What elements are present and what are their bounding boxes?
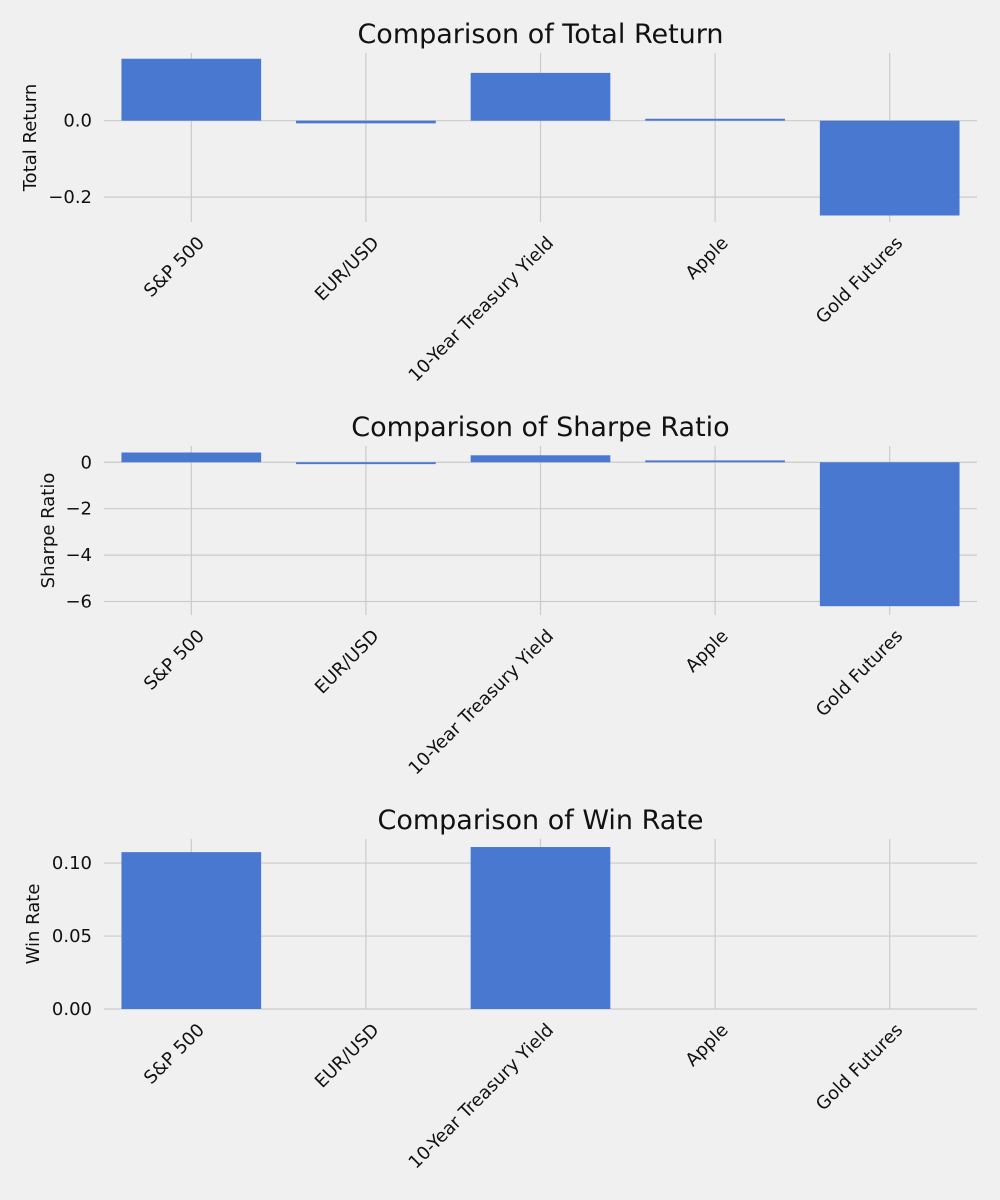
y-axis-label: Sharpe Ratio xyxy=(38,473,59,589)
y-tick-label: −6 xyxy=(65,592,92,613)
x-tick-label: Apple xyxy=(682,1020,733,1071)
chart-title: Comparison of Sharpe Ratio xyxy=(351,412,729,443)
y-tick-label: 0.10 xyxy=(52,853,92,874)
bar-3 xyxy=(470,847,611,1009)
x-tick-label: EUR/USD xyxy=(311,1020,384,1093)
y-tick-label: −0.2 xyxy=(48,187,92,208)
x-tick-label: Gold Futures xyxy=(812,626,907,721)
bar-1 xyxy=(121,852,262,1009)
y-tick-label: 0.00 xyxy=(52,999,92,1020)
bar-3 xyxy=(470,72,611,121)
x-tick-label: 10-Year Treasury Yield xyxy=(405,626,558,779)
bar-1 xyxy=(121,58,262,121)
y-axis-label: Total Return xyxy=(20,84,41,193)
x-tick-label: Apple xyxy=(682,626,733,677)
x-tick-label: 10-Year Treasury Yield xyxy=(405,1020,558,1173)
bar-4 xyxy=(645,118,785,121)
chart-panel-3: 0.00 0.05 0.10 S&P 500 EUR/USD 10-Year Treasu… xyxy=(23,805,977,1173)
chart-title: Comparison of Total Return xyxy=(357,19,723,50)
chart-panel-1: 0.0 −0.2 S&P 500 EUR/USD 10-Year Treasury Yi… xyxy=(20,19,977,386)
bar-1 xyxy=(121,452,262,463)
y-tick-label: 0 xyxy=(81,452,92,473)
x-tick-label: EUR/USD xyxy=(311,233,384,306)
chart-title: Comparison of Win Rate xyxy=(377,805,703,836)
bar-4 xyxy=(645,460,785,463)
y-tick-label: −2 xyxy=(65,499,92,520)
x-tick-label: EUR/USD xyxy=(311,626,384,699)
y-tick-label: 0.05 xyxy=(52,926,92,947)
x-tick-label: S&P 500 xyxy=(140,233,209,302)
y-axis-label: Win Rate xyxy=(23,884,44,965)
x-tick-label: Apple xyxy=(682,233,733,284)
y-tick-label: 0.0 xyxy=(63,111,92,132)
bar-3 xyxy=(470,455,611,463)
bar-2 xyxy=(296,462,436,465)
bar-5 xyxy=(819,462,960,607)
x-tick-label: Gold Futures xyxy=(812,1020,907,1115)
y-tick-label: −4 xyxy=(65,545,92,566)
x-tick-label: S&P 500 xyxy=(140,626,209,695)
x-tick-label: S&P 500 xyxy=(140,1020,209,1089)
bar-5 xyxy=(819,120,960,216)
x-tick-label: Gold Futures xyxy=(812,233,907,328)
x-tick-label: 10-Year Treasury Yield xyxy=(405,233,558,386)
chart-panel-2: 0 −2 −4 −6 S&P 500 EUR/USD 10-Year Treasury Yi… xyxy=(38,412,977,779)
bar-2 xyxy=(296,120,436,124)
